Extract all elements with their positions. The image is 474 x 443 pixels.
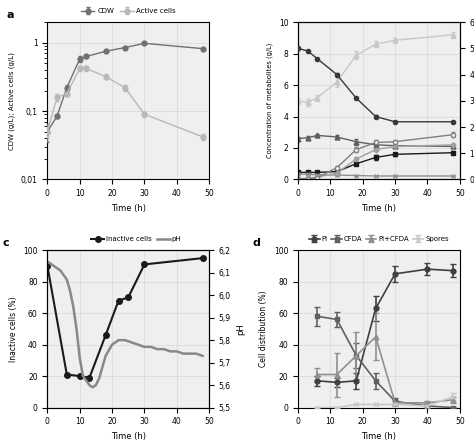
pH <box>87 382 92 388</box>
Inactive cells <box>103 333 109 338</box>
pH <box>61 272 66 278</box>
pH <box>181 351 186 356</box>
Text: d: d <box>253 237 261 248</box>
X-axis label: Time (h): Time (h) <box>111 432 146 441</box>
Line: Inactive cells: Inactive cells <box>45 255 205 381</box>
X-axis label: Time (h): Time (h) <box>111 204 146 213</box>
pH <box>109 342 115 347</box>
pH <box>71 304 76 309</box>
pH <box>54 265 60 271</box>
pH <box>51 263 57 268</box>
pH <box>193 351 199 356</box>
pH <box>90 385 96 390</box>
pH <box>135 342 141 347</box>
pH <box>116 338 121 343</box>
pH <box>103 353 109 358</box>
pH <box>45 259 50 264</box>
pH <box>161 346 167 352</box>
Inactive cells <box>200 256 206 261</box>
Inactive cells <box>87 375 92 381</box>
pH <box>200 353 206 358</box>
Inactive cells <box>45 263 50 268</box>
pH <box>64 277 70 282</box>
pH <box>57 268 63 273</box>
pH <box>77 355 82 361</box>
pH <box>96 376 102 381</box>
pH <box>80 373 86 379</box>
Text: a: a <box>7 10 15 19</box>
Y-axis label: Cell distribution (%): Cell distribution (%) <box>259 291 268 367</box>
Y-axis label: Inactive cells (%): Inactive cells (%) <box>9 296 18 362</box>
Y-axis label: pH: pH <box>237 323 246 335</box>
pH <box>167 349 173 354</box>
Text: c: c <box>2 237 9 248</box>
X-axis label: Time (h): Time (h) <box>361 432 396 441</box>
pH <box>128 340 134 345</box>
pH <box>148 344 154 350</box>
pH <box>48 261 54 266</box>
pH <box>93 382 99 388</box>
X-axis label: Time (h): Time (h) <box>361 204 396 213</box>
Inactive cells <box>64 372 70 377</box>
Inactive cells <box>142 262 147 267</box>
pH <box>122 338 128 343</box>
Legend: CDW, Active cells: CDW, Active cells <box>78 5 179 17</box>
Legend: Inactive cells, pH: Inactive cells, pH <box>89 233 184 245</box>
pH <box>155 346 160 352</box>
Inactive cells <box>126 295 131 300</box>
Y-axis label: Concentration of metabolites (g/L): Concentration of metabolites (g/L) <box>267 43 273 159</box>
pH <box>73 326 79 331</box>
Legend: PI, CFDA, PI+CFDA, Spores: PI, CFDA, PI+CFDA, Spores <box>306 233 451 245</box>
pH <box>174 349 180 354</box>
pH <box>187 351 192 356</box>
Y-axis label: CDW (g/L); Active cells (g/L): CDW (g/L); Active cells (g/L) <box>9 52 15 150</box>
pH <box>67 288 73 293</box>
Inactive cells <box>77 373 82 379</box>
pH <box>142 344 147 350</box>
Inactive cells <box>116 298 121 303</box>
pH <box>83 378 89 383</box>
Line: pH: pH <box>47 261 203 387</box>
